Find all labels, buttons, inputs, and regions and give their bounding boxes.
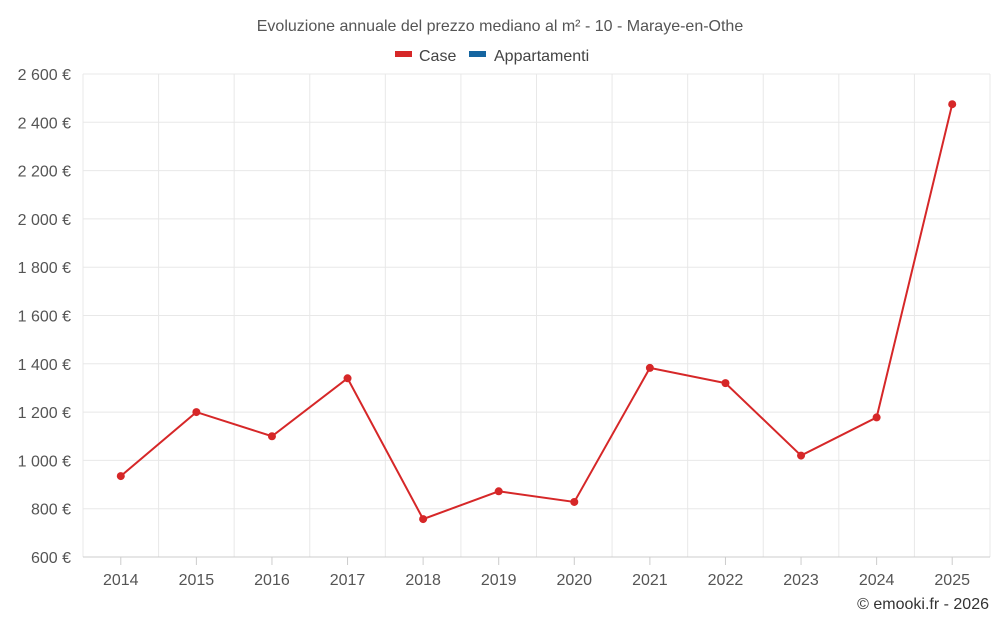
data-point-2016[interactable]: [267, 432, 276, 441]
x-tick-label: 2016: [254, 572, 290, 589]
y-tick-label: 600 €: [31, 550, 71, 567]
x-tick-label: 2025: [934, 572, 970, 589]
data-point-2020[interactable]: [570, 497, 579, 506]
data-point-2018[interactable]: [419, 515, 428, 524]
y-tick-label: 1 400 €: [18, 357, 71, 374]
y-tick-label: 1 000 €: [18, 453, 71, 470]
data-point-2023[interactable]: [797, 451, 806, 460]
axis-layer: 600 € 800 € 1 000 € 1 200 € 1 400 € 1 600 € 1 …: [18, 67, 990, 589]
x-tick-label: 2020: [556, 572, 592, 589]
y-tick-label: 800 €: [31, 502, 71, 519]
legend: Case Appartamenti: [395, 48, 589, 65]
legend-swatch-case: [395, 51, 412, 57]
credit-text: © emooki.fr - 2026: [857, 596, 989, 613]
grid-layer: [82, 73, 991, 557]
y-tick-label: 1 800 €: [18, 260, 71, 277]
y-tick-label: 1 600 €: [18, 309, 71, 326]
x-tick-label: 2014: [103, 572, 139, 589]
x-tick-label: 2019: [481, 572, 517, 589]
legend-item-case[interactable]: Case: [395, 48, 456, 65]
data-point-2015[interactable]: [192, 408, 201, 417]
x-tick-label: 2017: [330, 572, 366, 589]
y-tick-label: 2 000 €: [18, 212, 71, 229]
data-point-2014[interactable]: [116, 472, 125, 481]
y-tick-label: 2 600 €: [18, 67, 71, 84]
legend-label-appartamenti: Appartamenti: [494, 48, 589, 65]
data-point-2021[interactable]: [645, 363, 654, 372]
data-point-2019[interactable]: [494, 487, 503, 496]
x-tick-label: 2021: [632, 572, 668, 589]
series-line-case: [120, 103, 954, 521]
data-point-2025[interactable]: [948, 100, 957, 109]
x-tick-label: 2024: [859, 572, 895, 589]
legend-label-case: Case: [419, 48, 456, 65]
y-tick-label: 1 200 €: [18, 405, 71, 422]
legend-swatch-appartamenti: [469, 51, 486, 57]
data-point-2022[interactable]: [721, 379, 730, 388]
data-point-2024[interactable]: [872, 413, 881, 422]
x-tick-label: 2023: [783, 572, 819, 589]
x-tick-label: 2015: [179, 572, 215, 589]
legend-item-appartamenti[interactable]: Appartamenti: [469, 48, 589, 65]
y-tick-label: 2 200 €: [18, 164, 71, 181]
data-point-2017[interactable]: [343, 374, 352, 383]
y-tick-label: 2 400 €: [18, 115, 71, 132]
series-layer: [116, 100, 957, 524]
x-tick-label: 2018: [405, 572, 441, 589]
x-tick-label: 2022: [708, 572, 744, 589]
chart-title: Evoluzione annuale del prezzo mediano al…: [257, 18, 744, 35]
